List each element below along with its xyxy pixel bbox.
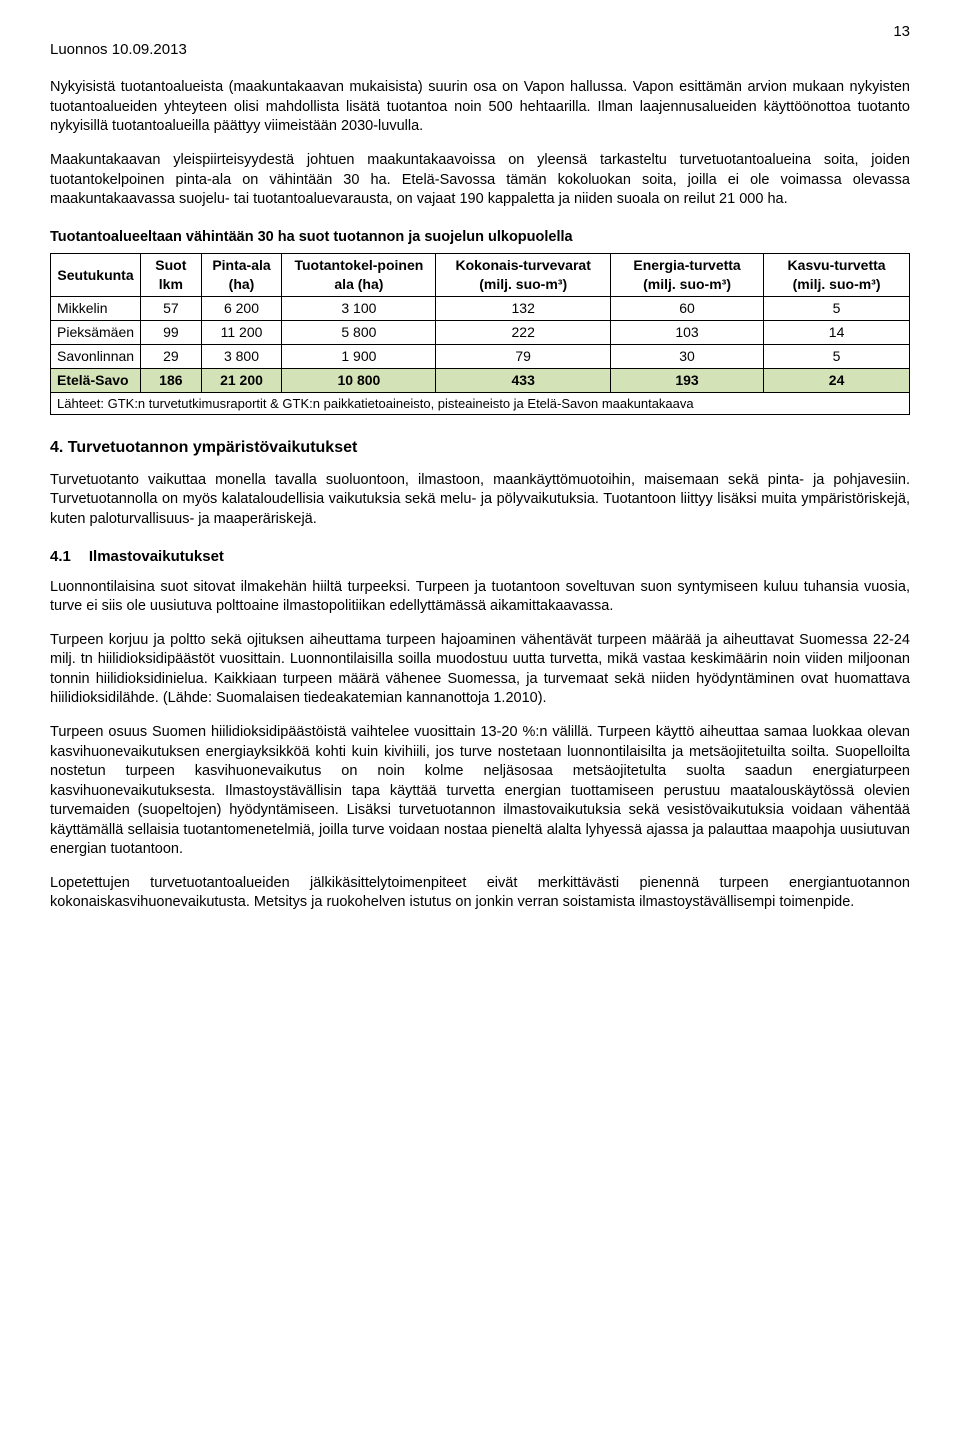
table-cell: 99 xyxy=(141,320,202,344)
table-cell: 186 xyxy=(141,368,202,392)
table-total-row: Etelä-Savo18621 20010 80043319324 xyxy=(51,368,910,392)
paragraph: Turpeen korjuu ja poltto sekä ojituksen … xyxy=(50,631,910,709)
table-cell: 10 800 xyxy=(282,368,436,392)
paragraph: Maakuntakaavan yleispiirteisyydestä joht… xyxy=(50,151,910,210)
col-header: Suot lkm xyxy=(141,254,202,297)
table-cell: 21 200 xyxy=(201,368,282,392)
table-cell: 14 xyxy=(764,320,910,344)
col-header: Kokonais-turvevarat (milj. suo-m³) xyxy=(436,254,611,297)
table-cell: 103 xyxy=(610,320,763,344)
table-cell: Etelä-Savo xyxy=(51,368,141,392)
table-source-cell: Lähteet: GTK:n turvetutkimusraportit & G… xyxy=(51,392,910,415)
table-cell: 5 xyxy=(764,296,910,320)
table-row: Savonlinnan293 8001 90079305 xyxy=(51,344,910,368)
col-header: Kasvu-turvetta (milj. suo-m³) xyxy=(764,254,910,297)
table-cell: 57 xyxy=(141,296,202,320)
table-cell: 1 900 xyxy=(282,344,436,368)
col-header: Pinta-ala (ha) xyxy=(201,254,282,297)
table-cell: 11 200 xyxy=(201,320,282,344)
paragraph: Lopetettujen turvetuotantoalueiden jälki… xyxy=(50,874,910,913)
paragraph: Turvetuotanto vaikuttaa monella tavalla … xyxy=(50,471,910,530)
table-header-row: Seutukunta Suot lkm Pinta-ala (ha) Tuota… xyxy=(51,254,910,297)
paragraph: Turpeen osuus Suomen hiilidioksidipäästö… xyxy=(50,723,910,860)
section-title: Turvetuotannon ympäristövaikutukset xyxy=(68,439,358,456)
table-source-row: Lähteet: GTK:n turvetutkimusraportit & G… xyxy=(51,392,910,415)
table-cell: 433 xyxy=(436,368,611,392)
page-number: 13 xyxy=(893,22,910,42)
table-cell: Savonlinnan xyxy=(51,344,141,368)
table-cell: 24 xyxy=(764,368,910,392)
col-header: Seutukunta xyxy=(51,254,141,297)
table-cell: Mikkelin xyxy=(51,296,141,320)
table-cell: 3 100 xyxy=(282,296,436,320)
table-cell: 132 xyxy=(436,296,611,320)
table-cell: 60 xyxy=(610,296,763,320)
col-header: Energia-turvetta (milj. suo-m³) xyxy=(610,254,763,297)
subsection-title: Ilmastovaikutukset xyxy=(89,547,224,567)
table-row: Mikkelin576 2003 100132605 xyxy=(51,296,910,320)
table-title: Tuotantoalueeltaan vähintään 30 ha suot … xyxy=(50,228,910,248)
table-cell: 29 xyxy=(141,344,202,368)
table-cell: 6 200 xyxy=(201,296,282,320)
table-row: Pieksämäen9911 2005 80022210314 xyxy=(51,320,910,344)
table-cell: 5 800 xyxy=(282,320,436,344)
paragraph: Nykyisistä tuotantoalueista (maakuntakaa… xyxy=(50,78,910,137)
table-cell: Pieksämäen xyxy=(51,320,141,344)
subsection-heading: 4.1 Ilmastovaikutukset xyxy=(50,547,910,567)
col-header: Tuotantokel-poinen ala (ha) xyxy=(282,254,436,297)
table-cell: 3 800 xyxy=(201,344,282,368)
table-cell: 30 xyxy=(610,344,763,368)
section-heading: 4. Turvetuotannon ympäristövaikutukset xyxy=(50,437,910,459)
header: Luonnos 10.09.2013 13 xyxy=(50,40,910,60)
table-cell: 222 xyxy=(436,320,611,344)
paragraph: Luonnontilaisina suot sitovat ilmakehän … xyxy=(50,578,910,617)
table-cell: 5 xyxy=(764,344,910,368)
table-cell: 193 xyxy=(610,368,763,392)
subsection-number: 4.1 xyxy=(50,547,71,567)
section-number: 4. xyxy=(50,439,63,456)
doc-title: Luonnos 10.09.2013 xyxy=(50,40,187,60)
data-table: Seutukunta Suot lkm Pinta-ala (ha) Tuota… xyxy=(50,253,910,415)
table-cell: 79 xyxy=(436,344,611,368)
